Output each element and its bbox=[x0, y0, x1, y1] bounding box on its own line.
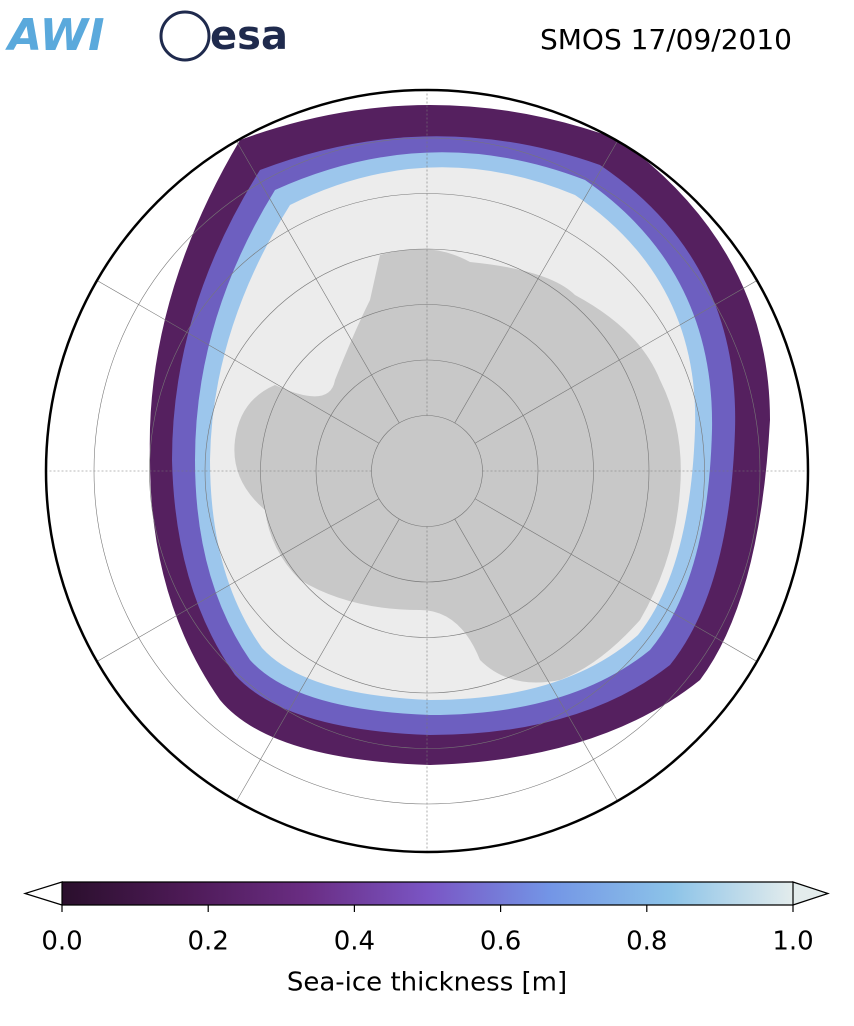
meridian bbox=[89, 275, 380, 444]
under-extension bbox=[22, 881, 63, 906]
meridian bbox=[231, 518, 400, 809]
tick-label: 0.4 bbox=[334, 927, 375, 957]
meridian bbox=[474, 498, 765, 667]
logos: AWI esa bbox=[5, 10, 288, 62]
graticule bbox=[46, 90, 808, 852]
map-frame bbox=[44, 88, 810, 854]
parallel bbox=[204, 248, 650, 694]
tick-label: 0.8 bbox=[626, 927, 667, 957]
colorbar-outline bbox=[62, 881, 793, 906]
esa-emblem bbox=[159, 10, 211, 62]
awi-logo: AWI bbox=[5, 10, 105, 61]
esa-logo: esa bbox=[210, 13, 288, 59]
tick-label: 0.6 bbox=[480, 927, 521, 957]
antarctica bbox=[234, 248, 681, 683]
meridian bbox=[474, 275, 765, 444]
colorbar: 0.0 0.2 0.4 0.6 0.8 1.0 bbox=[22, 881, 830, 957]
colorbar-label: Sea-ice thickness [m] bbox=[287, 968, 567, 998]
parallel bbox=[260, 304, 594, 638]
meridian bbox=[454, 133, 623, 424]
map bbox=[46, 90, 808, 852]
meridian bbox=[89, 498, 380, 667]
parallel bbox=[315, 359, 539, 583]
tick-label: 1.0 bbox=[772, 927, 813, 957]
colorbar-body bbox=[62, 882, 793, 905]
over-extension bbox=[792, 881, 830, 906]
tick-label: 0.0 bbox=[41, 927, 82, 957]
title: SMOS 17/09/2010 bbox=[540, 23, 792, 56]
tick-label: 0.2 bbox=[188, 927, 229, 957]
meridian bbox=[454, 518, 623, 809]
meridian bbox=[231, 133, 400, 424]
